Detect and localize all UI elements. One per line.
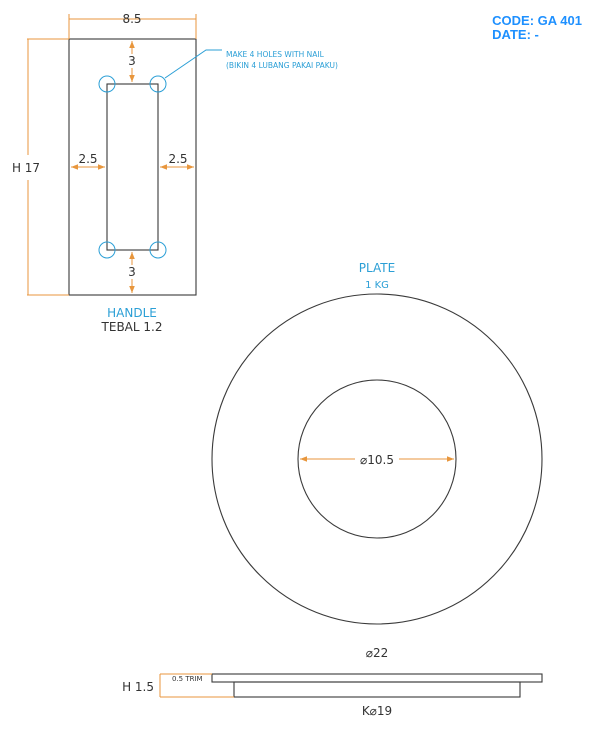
plate-inner-circle xyxy=(297,379,457,539)
plate-weight: 1 KG xyxy=(365,280,389,291)
handle-thickness: TEBAL 1.2 xyxy=(101,320,163,334)
handle-view: MAKE 4 HOLES WITH NAIL (BIKIN 4 LUBANG P… xyxy=(12,12,338,334)
side-height-text: H 1.5 xyxy=(122,680,154,694)
side-top-layer xyxy=(211,673,543,683)
plate-title: PLATE xyxy=(359,261,395,275)
bottom-offset-bg xyxy=(126,265,138,279)
plate-view: PLATE 1 KG ⌀10.5 ⌀22 xyxy=(211,261,543,660)
handle-outline xyxy=(68,38,197,296)
code-label: CODE: GA 401 xyxy=(492,13,582,28)
note-line-2: (BIKIN 4 LUBANG PAKAI PAKU) xyxy=(226,61,338,70)
handle-title: HANDLE xyxy=(107,306,157,320)
top-offset-text: 3 xyxy=(128,54,136,68)
bottom-offset-text: 3 xyxy=(128,265,136,279)
note-line-1: MAKE 4 HOLES WITH NAIL xyxy=(226,50,325,59)
hole-circle xyxy=(149,241,167,259)
top-offset-bg xyxy=(126,54,138,68)
title-block: CODE: GA 401 DATE: - xyxy=(492,14,582,42)
plate-side-view: H 1.5 0.5 TRIM K⌀19 xyxy=(122,673,543,718)
inner-diameter-bg xyxy=(355,451,399,467)
note-leader xyxy=(164,49,222,79)
inner-diameter-text: ⌀10.5 xyxy=(360,453,394,467)
hole-circle xyxy=(149,75,167,93)
handle-inner-slot xyxy=(106,83,159,251)
width-dim-text: 8.5 xyxy=(122,12,141,26)
hole-circle xyxy=(98,75,116,93)
right-offset-text: 2.5 xyxy=(168,152,187,166)
side-bottom-layer xyxy=(233,681,521,698)
date-label: DATE: - xyxy=(492,27,539,42)
trim-label: 0.5 TRIM xyxy=(172,675,203,683)
hole-circle xyxy=(98,241,116,259)
left-offset-text: 2.5 xyxy=(78,152,97,166)
plate-outer-circle xyxy=(211,293,543,625)
outer-diameter-text: ⌀22 xyxy=(366,646,389,660)
bottom-diameter-text: K⌀19 xyxy=(362,704,392,718)
height-dim-text: H 17 xyxy=(12,161,40,175)
